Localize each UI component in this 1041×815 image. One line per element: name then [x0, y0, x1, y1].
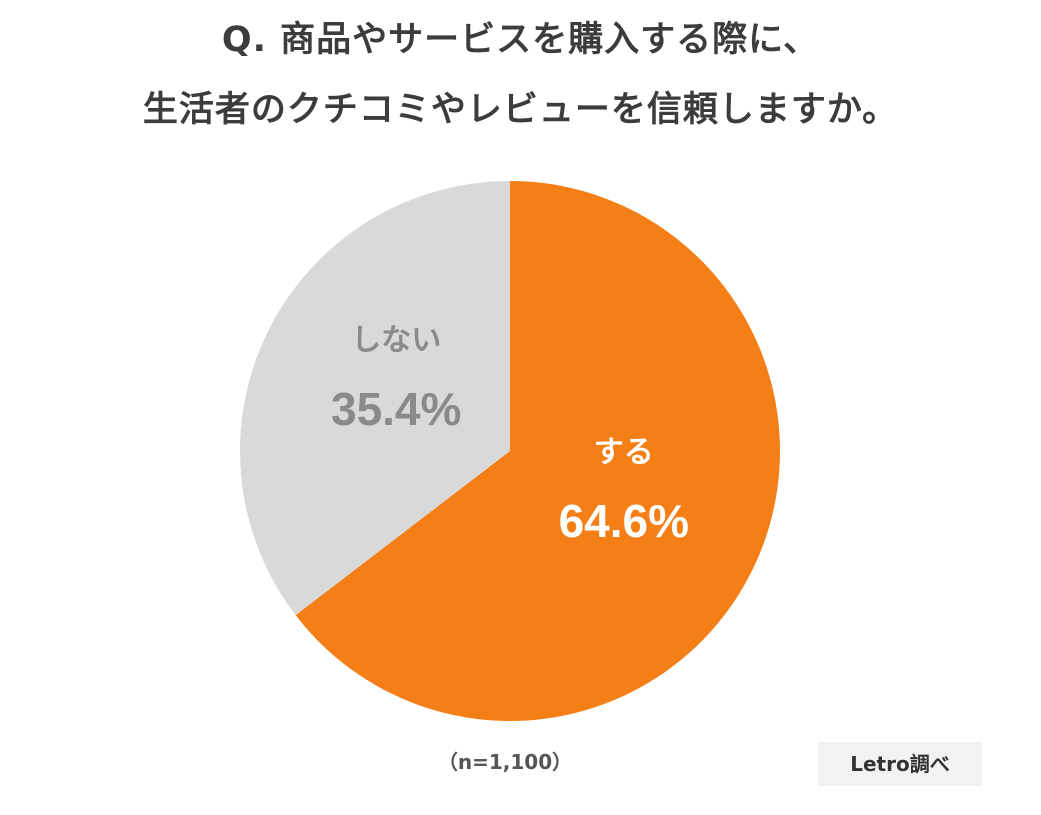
chart-title-line-2: 生活者のクチコミやレビューを信頼しますか。 — [142, 90, 899, 130]
pie-slice-label-0: する — [594, 435, 654, 470]
pie-slice-0 — [295, 181, 781, 722]
source-credit: Letro調べ — [818, 742, 982, 786]
chart-title-line-1: Q. 商品やサービスを購入する際に、 — [221, 20, 820, 60]
pie-slice-value-1: 35.4% — [331, 383, 461, 435]
pie-slice-1 — [240, 180, 511, 616]
pie-slice-label-1: しない — [351, 323, 441, 358]
pie-slice-value-0: 64.6% — [559, 495, 689, 547]
sample-size-note: （n=1,100） — [437, 750, 573, 774]
